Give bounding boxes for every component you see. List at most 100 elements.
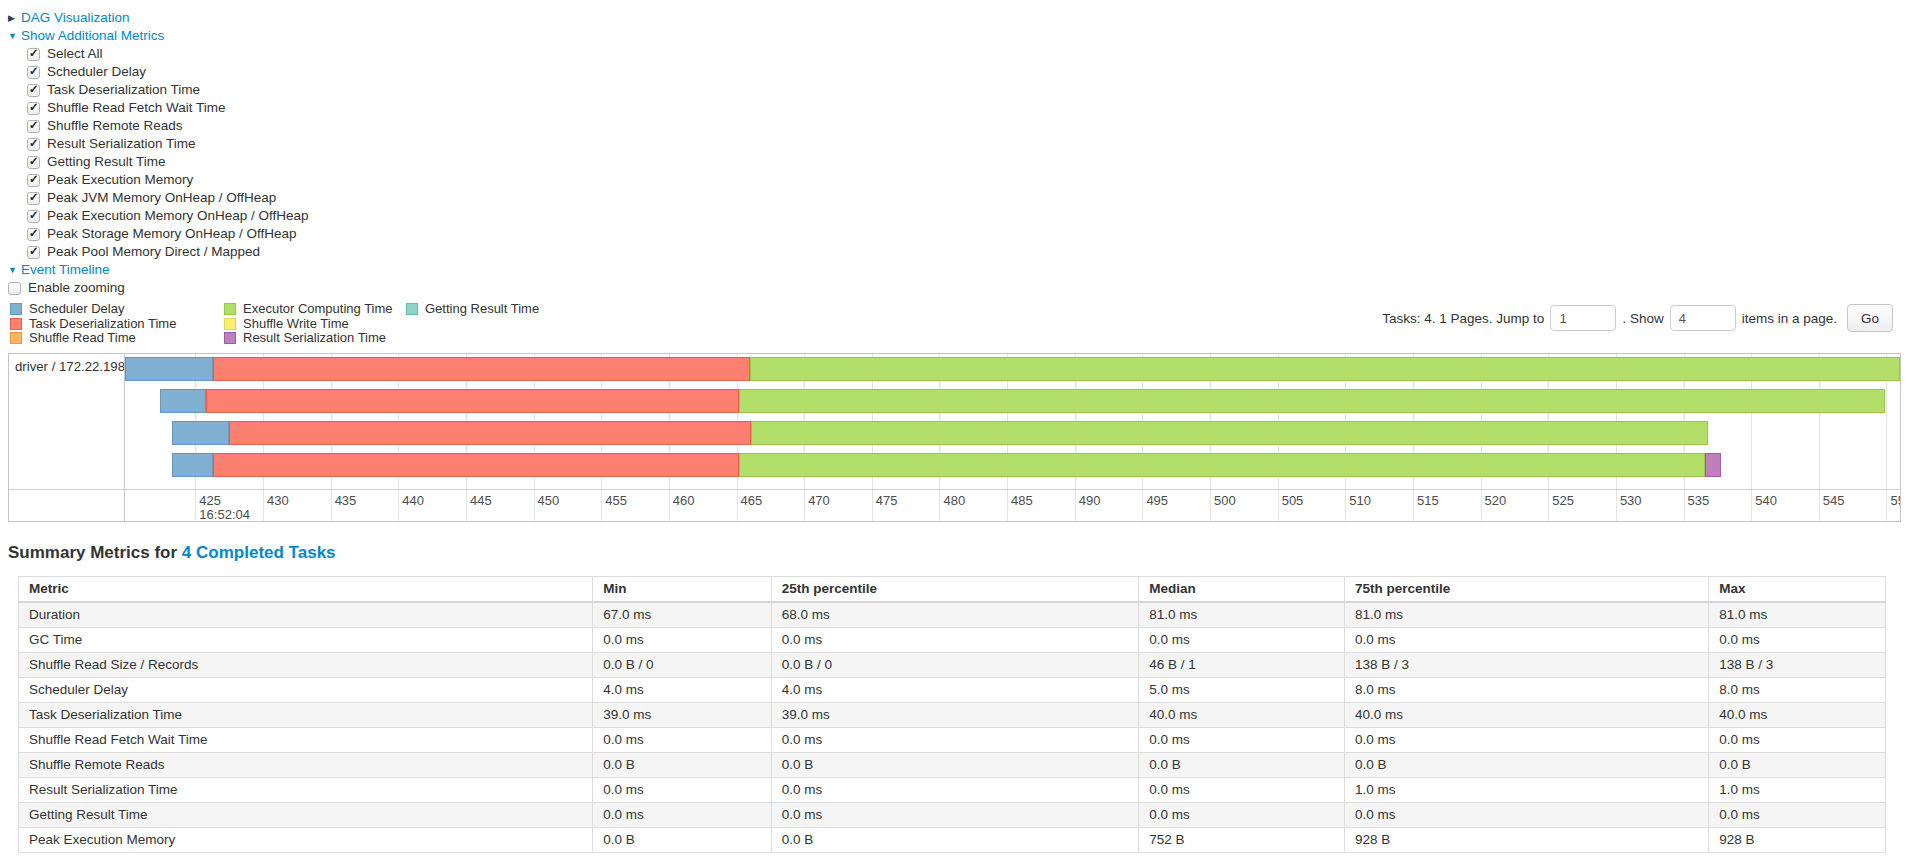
pagination-summary-text: Tasks: 4. 1 Pages. Jump to bbox=[1382, 311, 1544, 326]
task-segment-task-deserialization-time[interactable] bbox=[206, 389, 739, 413]
metric-checkbox[interactable] bbox=[27, 84, 40, 97]
show-additional-metrics-row: ▼Show Additional Metrics bbox=[8, 27, 1907, 45]
summary-table-cell: 0.0 ms bbox=[1139, 727, 1345, 752]
legend-label: Scheduler Delay bbox=[29, 302, 124, 317]
enable-zooming-row: Enable zooming bbox=[8, 279, 1907, 297]
task-segment-executor-computing-time[interactable] bbox=[750, 357, 1900, 381]
dag-visualization-row: ▶DAG Visualization bbox=[8, 9, 1907, 27]
axis-tick-label: 465 bbox=[741, 493, 763, 508]
summary-table-cell: 0.0 ms bbox=[1139, 627, 1345, 652]
legend-label: Shuffle Write Time bbox=[243, 317, 349, 332]
metric-checkbox-item: Shuffle Remote Reads bbox=[27, 117, 1907, 135]
metric-checkbox[interactable] bbox=[27, 192, 40, 205]
legend-swatch-icon bbox=[10, 303, 22, 315]
summary-table-cell: 0.0 ms bbox=[1709, 802, 1886, 827]
summary-table-cell: Task Deserialization Time bbox=[19, 702, 593, 727]
metric-checkbox[interactable] bbox=[27, 228, 40, 241]
task-segment-task-deserialization-time[interactable] bbox=[213, 357, 750, 381]
summary-table-cell: 40.0 ms bbox=[1709, 702, 1886, 727]
axis-tick-label: 500 bbox=[1214, 493, 1236, 508]
summary-table-cell: 0.0 B bbox=[771, 752, 1138, 777]
axis-tick-label: 425 bbox=[199, 493, 221, 508]
summary-table-cell: Getting Result Time bbox=[19, 802, 593, 827]
metric-checkbox-label: Task Deserialization Time bbox=[47, 81, 200, 99]
summary-table-cell: 4.0 ms bbox=[593, 677, 772, 702]
task-segment-task-deserialization-time[interactable] bbox=[213, 453, 739, 477]
timeline-legend: Scheduler DelayTask Deserialization Time… bbox=[10, 302, 539, 346]
summary-table-cell: 40.0 ms bbox=[1344, 702, 1708, 727]
metric-checkbox-label: Select All bbox=[47, 45, 103, 63]
task-segment-scheduler-delay[interactable] bbox=[160, 389, 206, 413]
summary-table-row: Shuffle Remote Reads0.0 B0.0 B0.0 B0.0 B… bbox=[19, 752, 1886, 777]
summary-table-row: Getting Result Time0.0 ms0.0 ms0.0 ms0.0… bbox=[19, 802, 1886, 827]
summary-table-cell: 8.0 ms bbox=[1709, 677, 1886, 702]
legend-swatch-icon bbox=[10, 332, 22, 344]
task-segment-executor-computing-time[interactable] bbox=[751, 421, 1707, 445]
metric-checkbox[interactable] bbox=[27, 210, 40, 223]
show-additional-metrics-toggle[interactable]: Show Additional Metrics bbox=[21, 28, 164, 43]
metric-checkbox[interactable] bbox=[27, 66, 40, 79]
summary-table-cell: 0.0 ms bbox=[1344, 727, 1708, 752]
task-segment-scheduler-delay[interactable] bbox=[172, 453, 213, 477]
axis-tick-label: 510 bbox=[1349, 493, 1371, 508]
summary-metrics-table: MetricMin25th percentileMedian75th perce… bbox=[18, 576, 1886, 853]
summary-table-cell: Duration bbox=[19, 602, 593, 628]
metric-checkbox[interactable] bbox=[27, 48, 40, 61]
metric-checkbox-item: Select All bbox=[27, 45, 1907, 63]
event-timeline-row: ▼Event Timeline bbox=[8, 261, 1907, 279]
triangle-down-icon: ▼ bbox=[8, 27, 21, 45]
summary-table-cell: 0.0 ms bbox=[1344, 627, 1708, 652]
enable-zooming-checkbox[interactable] bbox=[8, 282, 21, 295]
completed-tasks-link[interactable]: 4 Completed Tasks bbox=[182, 543, 336, 562]
axis-tick-label: 525 bbox=[1552, 493, 1574, 508]
items-per-page-input[interactable] bbox=[1670, 305, 1736, 331]
legend-label: Result Serialization Time bbox=[243, 331, 386, 346]
metric-checkbox[interactable] bbox=[27, 174, 40, 187]
pagination-suffix-text: items in a page. bbox=[1742, 311, 1837, 326]
summary-metrics-title: Summary Metrics for 4 Completed Tasks bbox=[8, 543, 1907, 563]
summary-column-header: Median bbox=[1139, 576, 1345, 602]
metric-checkbox[interactable] bbox=[27, 246, 40, 259]
go-button[interactable]: Go bbox=[1847, 304, 1893, 332]
metric-checkbox[interactable] bbox=[27, 102, 40, 115]
summary-table-cell: 39.0 ms bbox=[771, 702, 1138, 727]
metric-checkbox[interactable] bbox=[27, 120, 40, 133]
metric-checkbox-label: Result Serialization Time bbox=[47, 135, 196, 153]
metric-checkbox-label: Peak JVM Memory OnHeap / OffHeap bbox=[47, 189, 276, 207]
summary-table-cell: 0.0 B bbox=[1709, 752, 1886, 777]
executor-row-label: driver / 172.22.198.104 bbox=[9, 354, 125, 521]
summary-table-cell: 5.0 ms bbox=[1139, 677, 1345, 702]
task-segment-executor-computing-time[interactable] bbox=[739, 389, 1885, 413]
additional-metrics-list: Select AllScheduler DelayTask Deserializ… bbox=[8, 45, 1907, 261]
metric-checkbox-label: Scheduler Delay bbox=[47, 63, 146, 81]
legend-swatch-icon bbox=[406, 303, 418, 315]
summary-table-cell: 928 B bbox=[1709, 827, 1886, 852]
summary-table-cell: Scheduler Delay bbox=[19, 677, 593, 702]
event-timeline-toggle[interactable]: Event Timeline bbox=[21, 262, 110, 277]
jump-to-page-input[interactable] bbox=[1550, 305, 1616, 331]
task-segment-scheduler-delay[interactable] bbox=[172, 421, 229, 445]
metric-checkbox[interactable] bbox=[27, 138, 40, 151]
axis-tick-label: 460 bbox=[673, 493, 695, 508]
summary-table-cell: 752 B bbox=[1139, 827, 1345, 852]
axis-tick-label: 450 bbox=[538, 493, 560, 508]
axis-tick-label: 485 bbox=[1011, 493, 1033, 508]
metric-checkbox-item: Peak JVM Memory OnHeap / OffHeap bbox=[27, 189, 1907, 207]
summary-table-cell: 0.0 B bbox=[1344, 752, 1708, 777]
summary-table-cell: 0.0 ms bbox=[1139, 777, 1345, 802]
legend-label: Task Deserialization Time bbox=[29, 317, 176, 332]
dag-visualization-toggle[interactable]: DAG Visualization bbox=[21, 10, 130, 25]
task-segment-scheduler-delay[interactable] bbox=[125, 357, 213, 381]
summary-table-row: Shuffle Read Size / Records0.0 B / 00.0 … bbox=[19, 652, 1886, 677]
task-segment-task-deserialization-time[interactable] bbox=[229, 421, 751, 445]
summary-table-cell: 0.0 B bbox=[593, 752, 772, 777]
task-segment-executor-computing-time[interactable] bbox=[739, 453, 1705, 477]
summary-table-row: Result Serialization Time0.0 ms0.0 ms0.0… bbox=[19, 777, 1886, 802]
legend-label: Getting Result Time bbox=[425, 302, 539, 317]
summary-table-cell: 68.0 ms bbox=[771, 602, 1138, 628]
summary-table-cell: 40.0 ms bbox=[1139, 702, 1345, 727]
summary-table-row: Peak Execution Memory0.0 B0.0 B752 B928 … bbox=[19, 827, 1886, 852]
metric-checkbox[interactable] bbox=[27, 156, 40, 169]
summary-table-row: Shuffle Read Fetch Wait Time0.0 ms0.0 ms… bbox=[19, 727, 1886, 752]
task-segment-result-serialization-time[interactable] bbox=[1705, 453, 1721, 477]
